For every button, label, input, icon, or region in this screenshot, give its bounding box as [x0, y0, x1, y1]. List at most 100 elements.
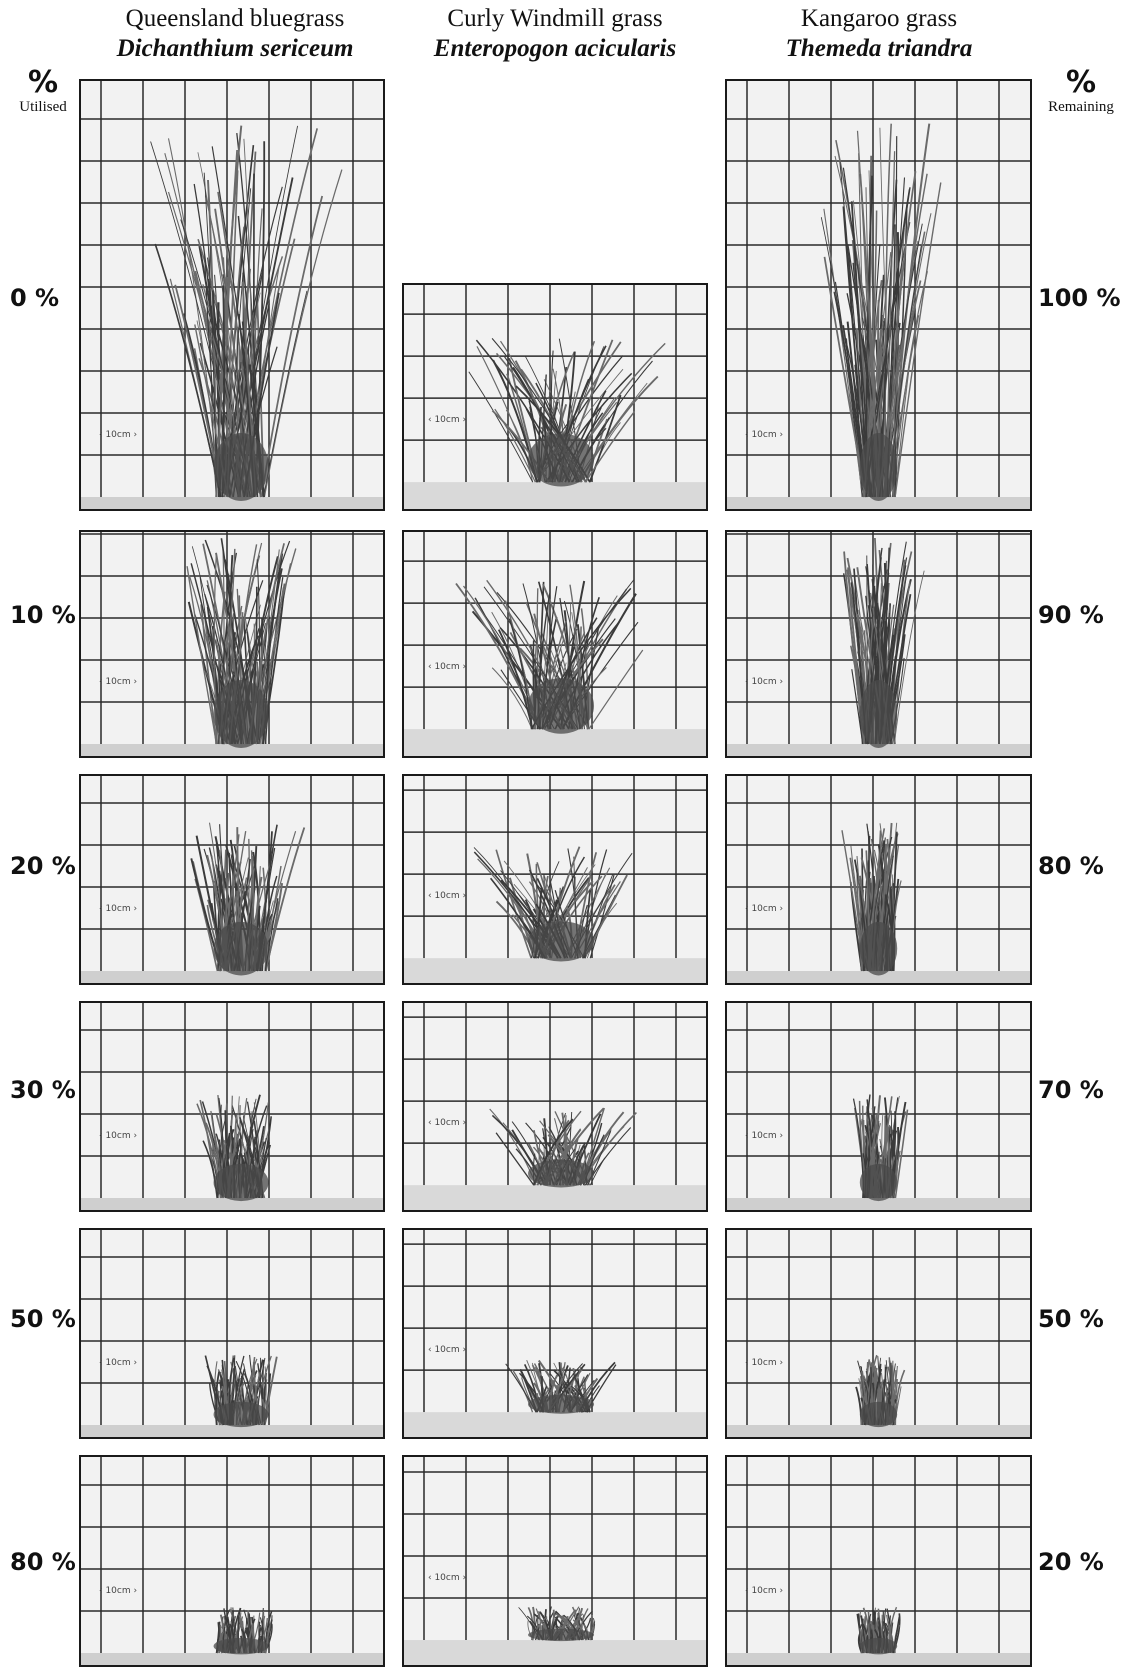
grass-tussock: [855, 1354, 906, 1428]
row-label-utilised: 10 %: [10, 601, 76, 629]
grass-photo-panel: ‹ 10cm ›: [402, 1455, 708, 1667]
grass-photo-panel: ‹ 10cm ›: [79, 79, 385, 511]
grid-board: [727, 1230, 1030, 1437]
row-label-remaining: 80 %: [1038, 852, 1104, 880]
right-axis-header: % Remaining: [1036, 68, 1126, 116]
grid-board: [81, 532, 383, 756]
row-label-utilised: 80 %: [10, 1548, 76, 1576]
grass-photo-panel: ‹ 10cm ›: [725, 1001, 1032, 1212]
grid-board: [404, 1003, 706, 1210]
grid-board: [727, 1003, 1030, 1210]
grass-tussock: [186, 538, 297, 748]
row-label-utilised: 0 %: [10, 284, 60, 312]
grid-board: [727, 1457, 1030, 1665]
right-axis-symbol: %: [1065, 65, 1097, 100]
grid-board: [727, 81, 1030, 509]
scale-marker-label: ‹ 10cm ›: [428, 414, 467, 425]
grass-tussock: [190, 822, 306, 976]
scale-marker-label: ‹ 10cm ›: [745, 1585, 784, 1596]
grass-photo-panel: ‹ 10cm ›: [725, 774, 1032, 985]
grass-photo-panel: ‹ 10cm ›: [725, 1455, 1032, 1667]
grid-board: [81, 1003, 383, 1210]
grid-board: [404, 532, 706, 756]
grid-board: [81, 1457, 383, 1665]
grass-tussock: [150, 125, 343, 501]
grid-board: [404, 1230, 706, 1437]
grass-photo-panel: ‹ 10cm ›: [402, 283, 708, 511]
column-latin-name: Dichanthium sericeum: [116, 35, 354, 62]
row-label-utilised: 50 %: [10, 1305, 76, 1333]
scale-marker-label: ‹ 10cm ›: [745, 429, 784, 440]
grid-board: [404, 285, 706, 509]
grid-board: [81, 1230, 383, 1437]
grass-tussock: [820, 123, 942, 501]
column-header-windmill: Curly Windmill grass Enteropogon acicula…: [400, 4, 710, 64]
scale-marker-label: ‹ 10cm ›: [428, 1344, 467, 1355]
scale-marker-label: ‹ 10cm ›: [428, 890, 467, 901]
grass-photo-panel: ‹ 10cm ›: [725, 79, 1032, 511]
grass-photo-panel: ‹ 10cm ›: [402, 1228, 708, 1439]
grid-board: [727, 776, 1030, 983]
grass-tussock: [489, 1107, 637, 1188]
row-label-utilised: 30 %: [10, 1076, 76, 1104]
grass-tussock: [213, 1607, 273, 1655]
grass-tussock: [856, 1606, 901, 1655]
grass-tussock: [204, 1354, 278, 1428]
grass-photo-panel: ‹ 10cm ›: [79, 774, 385, 985]
grass-tussock: [455, 579, 644, 734]
grass-tussock: [505, 1359, 617, 1414]
grass-photo-panel: ‹ 10cm ›: [79, 1001, 385, 1212]
grass-photo-panel: ‹ 10cm ›: [725, 530, 1032, 758]
scale-marker-label: ‹ 10cm ›: [428, 1117, 467, 1128]
grass-photo-panel: ‹ 10cm ›: [79, 530, 385, 758]
scale-marker-label: ‹ 10cm ›: [99, 676, 138, 687]
grass-photo-panel: ‹ 10cm ›: [402, 530, 708, 758]
scale-marker-label: ‹ 10cm ›: [745, 1357, 784, 1368]
grass-tussock: [468, 338, 666, 487]
scale-marker-label: ‹ 10cm ›: [745, 903, 784, 914]
grass-photo-panel: ‹ 10cm ›: [79, 1455, 385, 1667]
row-label-remaining: 70 %: [1038, 1076, 1104, 1104]
right-axis-label: Remaining: [1048, 99, 1114, 115]
row-label-remaining: 20 %: [1038, 1548, 1104, 1576]
column-header-kangaroo: Kangaroo grass Themeda triandra: [724, 4, 1034, 64]
row-label-remaining: 100 %: [1038, 284, 1121, 312]
column-common-name: Queensland bluegrass: [125, 5, 345, 32]
scale-marker-label: ‹ 10cm ›: [99, 1357, 138, 1368]
scale-marker-label: ‹ 10cm ›: [745, 1130, 784, 1141]
scale-marker-label: ‹ 10cm ›: [99, 903, 138, 914]
row-label-utilised: 20 %: [10, 852, 76, 880]
left-axis-label: Utilised: [19, 99, 67, 115]
column-latin-name: Enteropogon acicularis: [433, 35, 677, 62]
grid-board: [404, 1457, 706, 1665]
grass-photo-panel: ‹ 10cm ›: [402, 1001, 708, 1212]
scale-marker-label: ‹ 10cm ›: [99, 429, 138, 440]
grid-board: [727, 532, 1030, 756]
scale-marker-label: ‹ 10cm ›: [428, 661, 467, 672]
grid-board: [81, 776, 383, 983]
scale-marker-label: ‹ 10cm ›: [99, 1585, 138, 1596]
grass-tussock: [841, 822, 902, 976]
grass-tussock: [842, 537, 925, 748]
left-axis-header: % Utilised: [6, 68, 80, 116]
scale-marker-label: ‹ 10cm ›: [428, 1572, 467, 1583]
scale-marker-label: ‹ 10cm ›: [745, 676, 784, 687]
grass-photo-panel: ‹ 10cm ›: [79, 1228, 385, 1439]
scale-marker-label: ‹ 10cm ›: [99, 1130, 138, 1141]
grass-tussock: [852, 1094, 909, 1202]
grass-photo-panel: ‹ 10cm ›: [402, 774, 708, 985]
column-common-name: Curly Windmill grass: [447, 5, 663, 32]
grass-photo-panel: ‹ 10cm ›: [725, 1228, 1032, 1439]
row-label-remaining: 90 %: [1038, 601, 1104, 629]
column-latin-name: Themeda triandra: [785, 35, 973, 62]
row-label-remaining: 50 %: [1038, 1305, 1104, 1333]
left-axis-symbol: %: [27, 65, 59, 100]
grid-board: [81, 81, 383, 509]
column-header-bluegrass: Queensland bluegrass Dichanthium sericeu…: [80, 4, 390, 64]
grass-tussock: [196, 1094, 272, 1202]
grass-tussock: [518, 1606, 596, 1642]
grid-board: [404, 776, 706, 983]
column-common-name: Kangaroo grass: [800, 5, 958, 32]
grass-tussock: [473, 846, 633, 962]
